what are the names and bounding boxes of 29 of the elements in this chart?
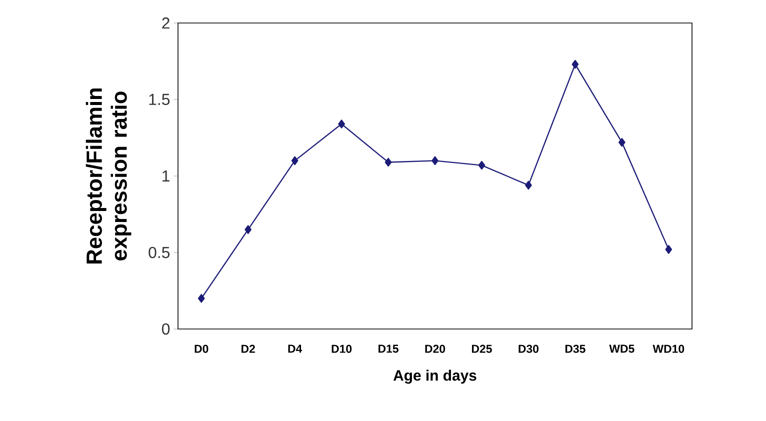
point <box>525 180 532 190</box>
point <box>432 156 438 166</box>
x-tick-label: D25 <box>472 344 492 353</box>
point <box>572 60 579 69</box>
point <box>338 120 345 128</box>
x-tick-label: D30 <box>518 344 538 353</box>
point <box>244 225 252 234</box>
x-tick-label: D0 <box>194 344 208 353</box>
x-tick-label: D20 <box>425 344 446 353</box>
y-axis-title: Receptor/Filamin expression ratio <box>86 88 132 264</box>
y-tick-label: 1 <box>162 170 170 182</box>
x-tick-label: D2 <box>242 344 255 353</box>
point <box>478 160 486 170</box>
point <box>198 294 205 303</box>
x-axis-title: Age in days <box>393 370 476 384</box>
y-tick-label: 1.5 <box>149 94 170 106</box>
x-tick-label: D35 <box>565 344 586 353</box>
point <box>384 158 392 167</box>
y-tick-label: 2 <box>162 17 170 29</box>
x-tick-label: D15 <box>378 344 398 353</box>
x-tick-label: WD10 <box>652 344 684 353</box>
y-tick-label: 0 <box>162 323 170 335</box>
x-tick-label: D10 <box>332 344 352 353</box>
x-tick-label: WD5 <box>609 344 634 353</box>
x-tick-label: D4 <box>288 344 302 353</box>
point <box>618 138 626 147</box>
point <box>291 156 298 166</box>
y-tick-label: 0.5 <box>148 246 170 258</box>
point <box>665 245 672 254</box>
